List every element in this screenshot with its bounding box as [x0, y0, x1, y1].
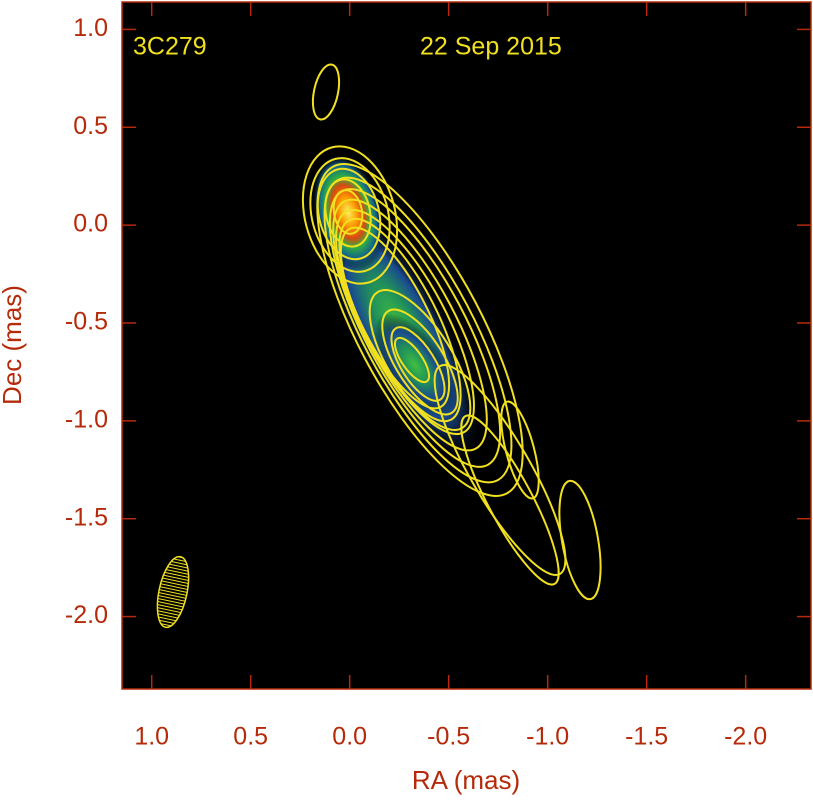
y-tick-label: 1.0: [73, 14, 108, 42]
contour: [316, 167, 382, 261]
beam: [156, 555, 190, 629]
x-tick-label: 0.5: [233, 723, 268, 751]
contour: [433, 364, 567, 576]
contour: [460, 414, 560, 586]
contour: [339, 226, 451, 410]
contour: [332, 189, 364, 235]
contour: [311, 63, 341, 121]
contour: [381, 308, 459, 416]
contour: [390, 326, 446, 402]
contour: [332, 198, 488, 452]
contour: [309, 157, 391, 273]
frame: [121, 1, 812, 690]
date-label: 22 Sep 2015: [420, 33, 562, 61]
contour: [324, 178, 372, 248]
contour: [500, 400, 540, 500]
x-tick-label: -1.5: [625, 723, 668, 751]
contour: [301, 145, 399, 285]
y-tick-label: 0.5: [73, 112, 108, 140]
source-label: 3C279: [133, 33, 207, 61]
plot-area: [122, 2, 811, 689]
contour: [393, 336, 431, 384]
x-tick-label: -0.5: [427, 723, 470, 751]
x-tick-label: -1.0: [526, 723, 569, 751]
x-axis-label: RA (mas): [412, 765, 520, 795]
y-tick-label: 0.0: [73, 210, 108, 238]
contour: [316, 163, 524, 497]
x-tick-label: -2.0: [724, 723, 767, 751]
contour: [558, 479, 602, 601]
y-axis-label: Dec (mas): [0, 285, 27, 405]
contour: [368, 289, 472, 431]
y-tick-label: -1.5: [65, 503, 108, 531]
x-tick-label: 0.0: [332, 723, 367, 751]
y-tick-label: -2.0: [65, 601, 108, 629]
y-tick-label: -1.0: [65, 405, 108, 433]
y-tick-label: -0.5: [65, 308, 108, 336]
x-tick-label: 1.0: [134, 723, 169, 751]
